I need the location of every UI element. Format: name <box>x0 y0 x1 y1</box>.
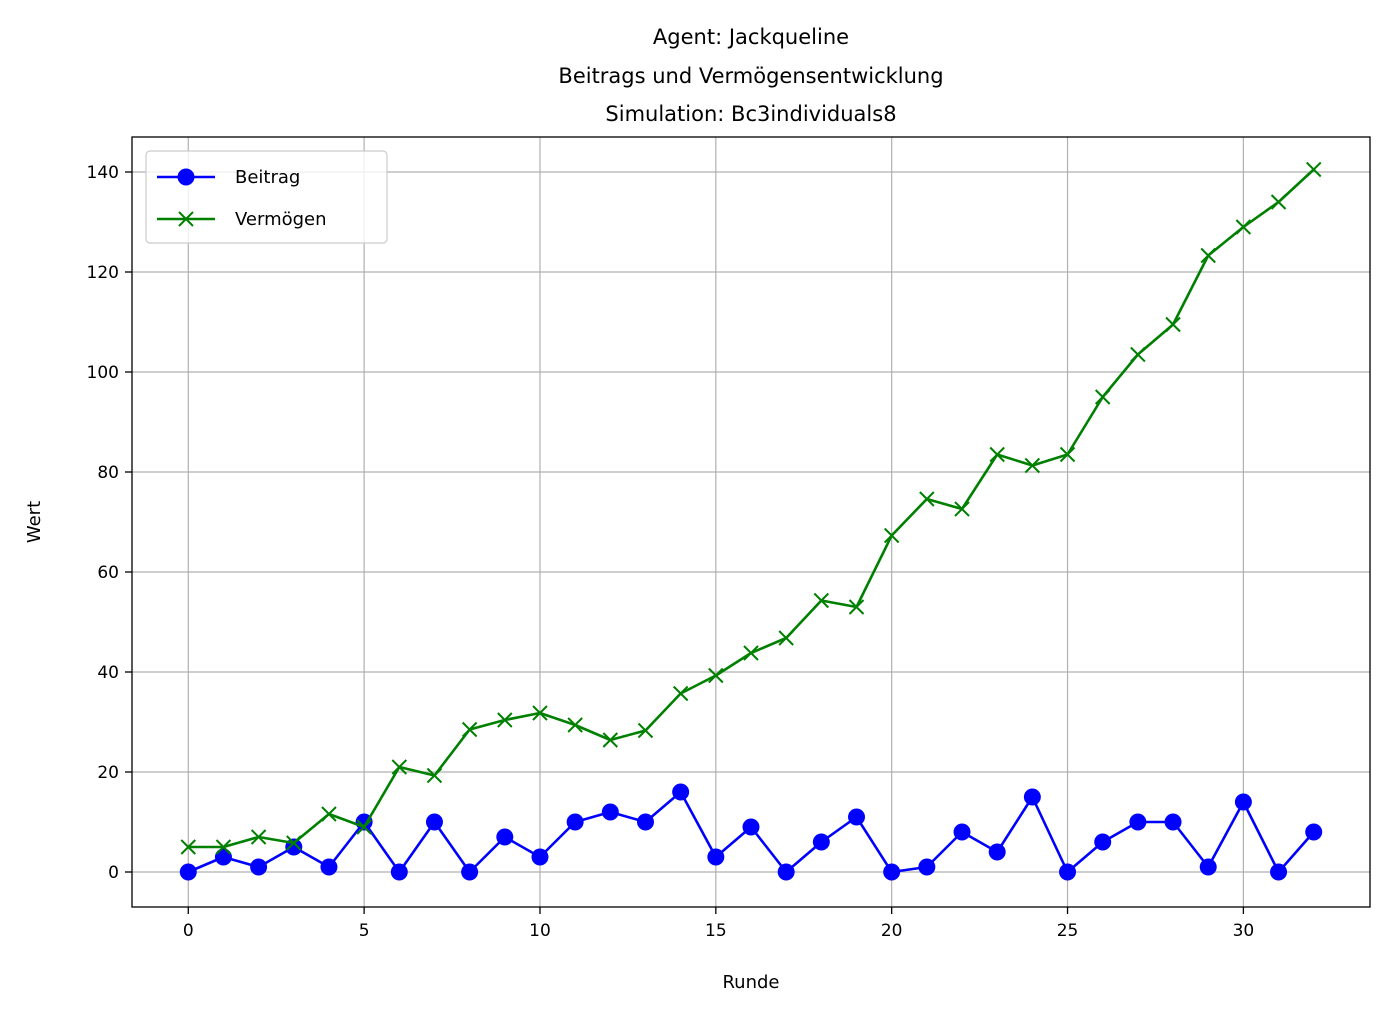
legend-marker-beitrag <box>177 168 195 186</box>
data-point-verm-gen <box>954 501 970 517</box>
data-point-verm-gen <box>708 667 724 684</box>
series-beitrag <box>179 783 1323 881</box>
data-point-beitrag <box>672 783 690 801</box>
data-point-verm-gen <box>426 767 443 784</box>
data-point-beitrag <box>566 813 584 831</box>
legend: Beitrag Vermögen <box>145 150 388 244</box>
data-point-verm-gen <box>321 806 337 822</box>
data-point-beitrag <box>1023 788 1041 806</box>
y-tick-label: 60 <box>97 563 119 583</box>
x-tick-label: 10 <box>529 921 551 941</box>
data-point-verm-gen <box>602 732 619 748</box>
data-point-beitrag <box>531 848 549 866</box>
y-tick-label: 0 <box>108 863 119 883</box>
data-point-verm-gen <box>250 829 267 845</box>
data-point-verm-gen <box>1130 346 1146 363</box>
y-tick-label: 20 <box>97 763 119 783</box>
data-point-beitrag <box>883 863 901 881</box>
legend-marker-vermoegen <box>178 211 194 227</box>
title-line-1: Agent: Jackqueline <box>653 25 849 49</box>
data-point-beitrag <box>390 863 408 881</box>
data-point-verm-gen <box>743 645 759 661</box>
x-tick-label: 25 <box>1057 921 1079 941</box>
data-point-verm-gen <box>1059 446 1076 463</box>
chart-title: Agent: Jackqueline Beitrags und Vermögen… <box>558 25 943 126</box>
y-tick-label: 120 <box>87 263 119 283</box>
data-point-verm-gen <box>1306 161 1322 178</box>
data-point-beitrag <box>1094 833 1112 851</box>
data-point-beitrag <box>988 843 1006 861</box>
x-tick-label: 5 <box>359 921 370 941</box>
data-point-verm-gen <box>215 839 232 855</box>
legend-label-beitrag: Beitrag <box>235 167 300 188</box>
x-axis-label: Runde <box>722 972 779 993</box>
data-point-beitrag <box>1129 813 1147 831</box>
data-point-beitrag <box>636 813 654 831</box>
y-tick-label: 140 <box>87 163 119 183</box>
data-point-beitrag <box>1270 863 1288 881</box>
data-point-beitrag <box>250 858 268 876</box>
title-line-3: Simulation: Bc3individuals8 <box>605 102 896 126</box>
series-verm-gen <box>180 161 1322 855</box>
axis-ticks: 0 5 10 15 20 25 30 0 20 40 60 80 100 120 140 <box>87 163 1255 941</box>
data-point-verm-gen <box>286 835 302 851</box>
x-tick-label: 15 <box>705 921 727 941</box>
data-point-verm-gen <box>1024 457 1041 474</box>
x-tick-label: 30 <box>1233 921 1255 941</box>
x-tick-label: 20 <box>881 921 903 941</box>
x-tick-label: 0 <box>183 921 194 941</box>
legend-entry-vermoegen: Vermögen <box>157 209 327 230</box>
y-axis-label: Wert <box>24 501 45 543</box>
data-point-verm-gen <box>1200 247 1216 264</box>
data-point-verm-gen <box>813 592 830 609</box>
data-point-beitrag <box>601 803 619 821</box>
data-point-verm-gen <box>672 685 689 702</box>
data-point-beitrag <box>320 858 338 876</box>
data-point-beitrag <box>1059 863 1077 881</box>
data-point-beitrag <box>1199 858 1217 876</box>
data-point-verm-gen <box>567 717 583 733</box>
data-point-beitrag <box>742 818 760 836</box>
data-point-verm-gen <box>180 839 196 855</box>
data-point-beitrag <box>812 833 830 851</box>
data-point-verm-gen <box>461 721 478 738</box>
data-point-beitrag <box>777 863 795 881</box>
data-point-verm-gen <box>1270 194 1287 210</box>
data-point-beitrag <box>1305 823 1323 841</box>
data-point-beitrag <box>461 863 479 881</box>
y-tick-label: 80 <box>97 463 119 483</box>
data-point-verm-gen <box>883 527 900 544</box>
plot-frame <box>131 136 1371 908</box>
legend-label-vermoegen: Vermögen <box>235 209 327 230</box>
data-point-beitrag <box>1164 813 1182 831</box>
data-point-beitrag <box>918 858 936 876</box>
data-point-verm-gen <box>989 446 1005 463</box>
data-point-verm-gen <box>637 722 654 739</box>
data-point-beitrag <box>425 813 443 831</box>
data-series <box>179 161 1323 881</box>
data-point-verm-gen <box>778 630 794 646</box>
data-point-beitrag <box>496 828 514 846</box>
data-point-beitrag <box>214 848 232 866</box>
data-point-beitrag <box>179 863 197 881</box>
data-point-verm-gen <box>1094 389 1111 405</box>
legend-entry-beitrag: Beitrag <box>157 167 300 188</box>
data-point-verm-gen <box>532 705 548 721</box>
data-point-verm-gen <box>497 712 513 728</box>
data-point-verm-gen <box>391 759 408 775</box>
data-point-verm-gen <box>356 819 372 835</box>
data-point-verm-gen <box>1165 316 1181 333</box>
title-line-2: Beitrags und Vermögensentwicklung <box>558 64 943 88</box>
y-tick-label: 40 <box>97 663 119 683</box>
data-point-beitrag <box>1234 793 1252 811</box>
data-point-verm-gen <box>1235 219 1252 235</box>
data-point-beitrag <box>848 808 866 826</box>
data-point-verm-gen <box>848 599 865 615</box>
data-point-verm-gen <box>919 491 935 507</box>
y-tick-label: 100 <box>87 363 119 383</box>
data-point-beitrag <box>707 848 725 866</box>
data-point-beitrag <box>953 823 971 841</box>
